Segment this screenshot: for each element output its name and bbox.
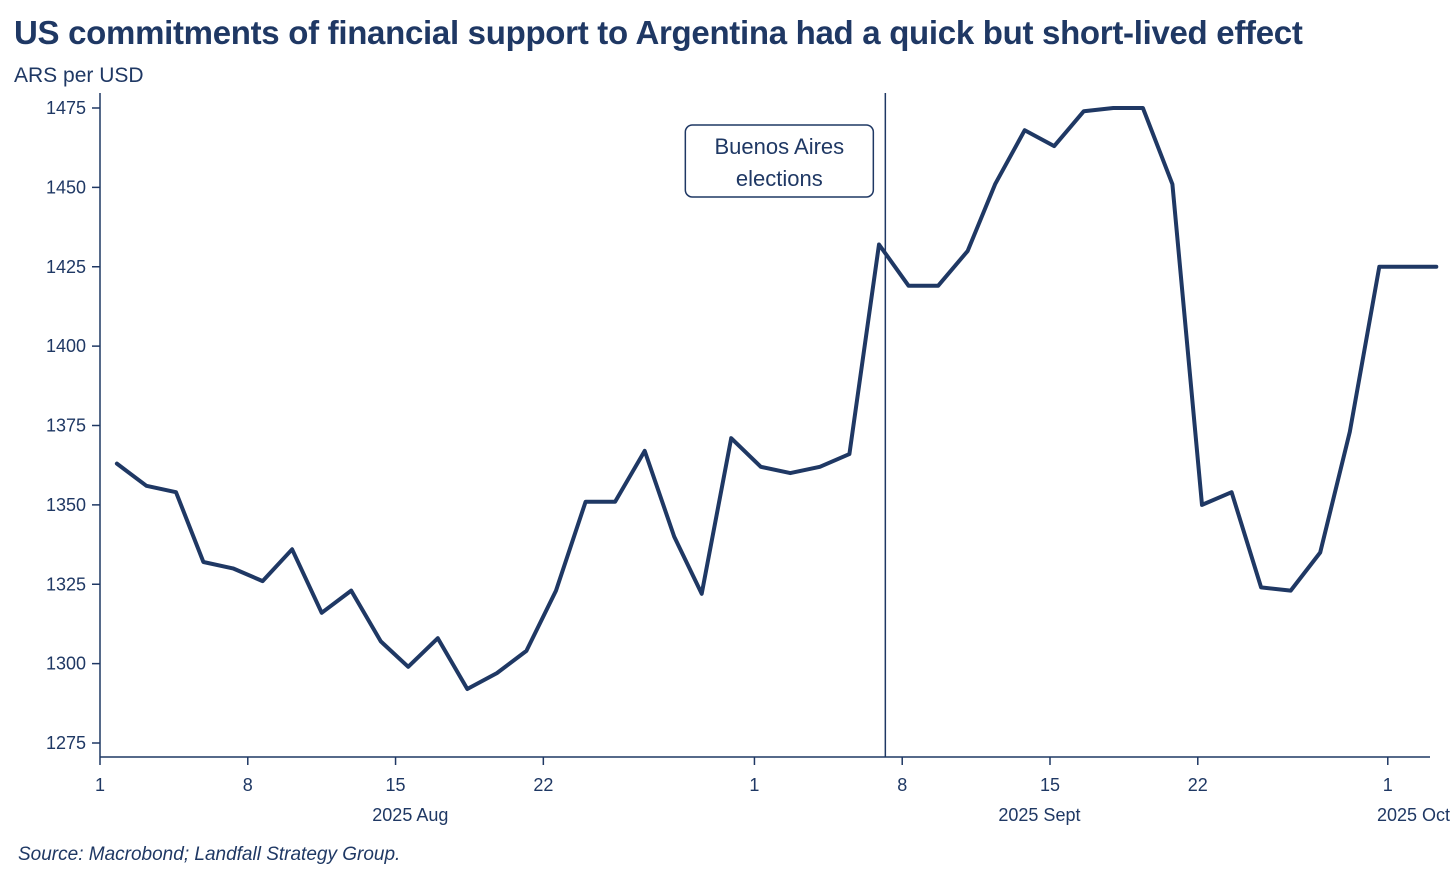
x-tick-label: 8 [243,775,253,795]
x-tick-label: 15 [386,775,406,795]
source-note: Source: Macrobond; Landfall Strategy Gro… [18,844,401,865]
x-tick-label: 1 [95,775,105,795]
y-axis-label: ARS per USD [14,64,144,87]
series-line [114,106,1439,691]
x-tick-label: 22 [533,775,553,795]
x-month-label: 2025 Aug [372,805,448,825]
annotation-box [684,124,875,198]
x-tick-label: 15 [1040,775,1060,795]
axes: 1275 1300 1325 1350 1375 1400 1425 1450 1475 1 8 15… [46,93,1450,825]
y-tick-label: 1450 [46,177,86,197]
x-tick-label: 1 [749,775,759,795]
annotations: Buenos Aires elections [684,93,887,757]
y-tick-label: 1325 [46,574,86,594]
x-month-label: 2025 Sept [998,805,1080,825]
y-tick-label: 1300 [46,654,86,674]
y-tick-label: 1400 [46,336,86,356]
x-tick-label: 8 [897,775,907,795]
chart-title: US commitments of financial support to A… [14,14,1303,51]
y-tick-label: 1475 [46,98,86,118]
annotation-label: Buenos Aires [715,134,845,159]
y-tick-label: 1275 [46,733,86,753]
y-tick-label: 1375 [46,416,86,436]
annotation-label: elections [736,166,823,191]
x-tick-label: 1 [1383,775,1393,795]
y-tick-label: 1350 [46,495,86,515]
y-tick-label: 1425 [46,257,86,277]
x-month-label: 2025 Oct [1377,805,1450,825]
series [114,106,1439,691]
x-tick-label: 22 [1188,775,1208,795]
